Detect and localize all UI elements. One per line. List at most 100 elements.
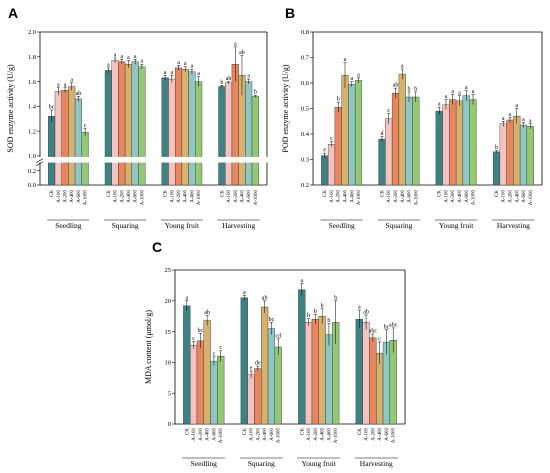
treatment-tick-label: A-400: [206, 428, 211, 441]
significance-label: a: [358, 305, 361, 311]
treatment-tick-label: A-100: [170, 190, 175, 203]
bar: [362, 322, 370, 425]
treatment-tick-label: A-600: [77, 190, 82, 203]
category-label: Young fruit: [439, 221, 474, 230]
y-tick-label: 0.2: [301, 182, 309, 189]
treatment-tick-label: A-400: [515, 190, 520, 203]
treatment-tick-label: A-1000: [529, 190, 534, 206]
treatment-tick-label: A-200: [177, 190, 182, 203]
significance-label: bc: [198, 328, 204, 334]
bar: [492, 151, 501, 186]
y-tick-label: 1.0: [28, 153, 36, 160]
y-tick-label: 2.0: [28, 29, 36, 36]
axis-break-band: [36, 156, 271, 163]
y-tick-label: 0.6: [301, 80, 310, 87]
significance-label: a: [191, 64, 194, 70]
bar-group: b CK ab A-100 a A-200 ab A-400 a A-600 b A-1000 Harv…: [217, 41, 260, 230]
bar: [519, 124, 528, 186]
treatment-tick-label: CK: [50, 190, 55, 197]
treatment-tick-label: A-600: [270, 428, 275, 441]
significance-label: bc: [49, 105, 55, 111]
significance-label: abc: [369, 329, 378, 335]
bar: [74, 98, 82, 186]
bar: [442, 104, 450, 186]
bar: [196, 340, 204, 425]
significance-label: a: [164, 70, 167, 76]
bar: [189, 344, 198, 425]
bar: [138, 66, 146, 186]
significance-label: a: [451, 89, 454, 95]
treatment-tick-label: A-400: [70, 190, 75, 203]
treatment-tick-label: A-400: [378, 428, 383, 441]
treatment-tick-label: A-400: [458, 190, 463, 203]
significance-label: a: [127, 55, 130, 61]
significance-label: a: [401, 63, 404, 69]
y-tick-label: 0.4: [301, 131, 310, 138]
bar-group: a CK e A-100 de A-200 ab A-400 bc A-600 cd A-1000 Sq…: [239, 290, 283, 468]
significance-label: a: [197, 71, 200, 77]
category-label: Harvesting: [360, 459, 393, 468]
significance-label: abc: [389, 322, 398, 328]
significance-label: a: [134, 54, 137, 60]
bar-group: a CK b A-100 b A-200 b A-400 b A-600 b A-1000 Young …: [297, 278, 341, 468]
chart-panel-b: B 0.2 0.3 0.4 0.5 0.6 0.7 0.8 POD enzyme activit…: [281, 5, 543, 230]
bar: [385, 118, 393, 186]
y-axis-title: POD enzyme activity (U/g): [281, 64, 290, 153]
category-label: Harvesting: [222, 221, 255, 230]
significance-label: c: [213, 351, 216, 357]
treatment-tick-label: A-600: [190, 190, 195, 203]
treatment-tick-label: CK: [243, 428, 248, 435]
treatment-tick-label: A-200: [508, 190, 513, 203]
bar: [499, 123, 507, 186]
treatment-tick-label: A-200: [64, 190, 69, 203]
category-label: Squaring: [248, 459, 275, 468]
bar: [195, 81, 203, 186]
treatment-tick-label: CK: [358, 428, 363, 435]
bar: [412, 96, 420, 186]
bar: [183, 305, 191, 425]
treatment-tick-label: A-400: [401, 190, 406, 203]
bar: [391, 92, 400, 186]
bar: [217, 356, 225, 425]
bar: [188, 71, 196, 186]
significance-label: d: [380, 131, 383, 137]
significance-label: c: [330, 136, 333, 142]
bar-group: a CK a A-100 a A-200 a A-400 a A-600 a A-1000 Young …: [160, 60, 203, 230]
bar: [274, 346, 282, 425]
bar: [348, 84, 356, 186]
significance-label: ab: [204, 310, 210, 316]
treatment-tick-label: A-400: [344, 190, 349, 203]
significance-label: b: [337, 97, 340, 103]
significance-label: c: [84, 123, 87, 129]
treatment-tick-label: CK: [323, 190, 328, 197]
bar: [48, 116, 56, 186]
bar-group: b CK a A-100 a A-200 a A-400 a A-600 a A-1000 Harves…: [492, 103, 535, 230]
bar: [325, 334, 333, 425]
bar: [449, 99, 457, 186]
significance-label: ab: [239, 50, 245, 56]
treatment-tick-label: A-1000: [392, 428, 397, 444]
treatment-tick-label: CK: [107, 190, 112, 197]
treatment-tick-label: A-100: [387, 190, 392, 203]
significance-label: a: [438, 102, 441, 108]
treatment-tick-label: A-200: [234, 190, 239, 203]
bar: [251, 96, 259, 186]
treatment-tick-label: A-1000: [219, 428, 224, 444]
bar: [131, 61, 139, 186]
significance-label: b: [314, 309, 317, 315]
bar: [174, 67, 183, 186]
y-tick-label: 0.7: [301, 55, 310, 62]
significance-label: c: [219, 345, 222, 351]
treatment-tick-label: A-200: [371, 428, 376, 441]
significance-label: a: [170, 70, 173, 76]
significance-label: a: [141, 59, 144, 65]
y-tick-label: 0: [168, 421, 171, 428]
significance-label: b: [414, 86, 417, 92]
bar: [210, 360, 218, 425]
treatment-tick-label: CK: [495, 190, 500, 197]
treatment-tick-label: A-600: [212, 428, 217, 441]
category-label: Young fruit: [302, 459, 337, 468]
treatment-tick-label: A-600: [350, 190, 355, 203]
category-label: Young fruit: [165, 221, 200, 230]
significance-label: a: [234, 41, 237, 47]
